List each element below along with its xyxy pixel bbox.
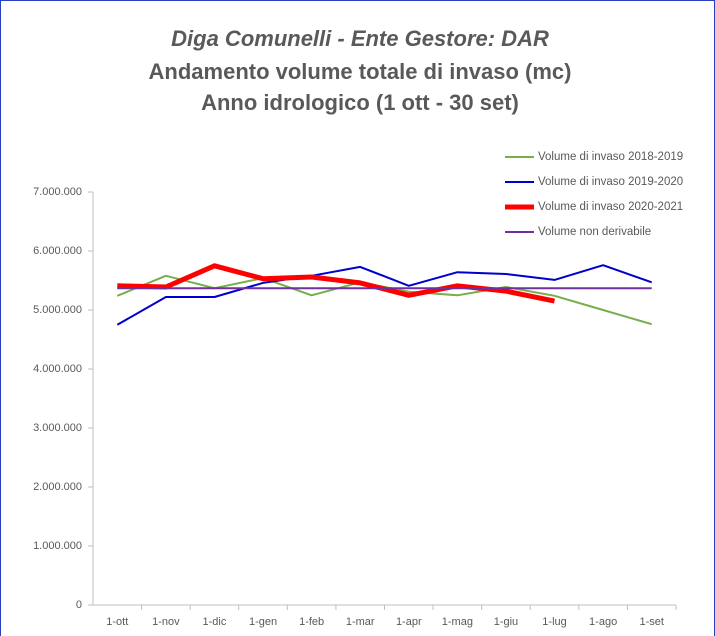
legend-label: Volume di invaso 2019-2020 [538,176,683,188]
x-tick-label: 1-ott [106,616,128,628]
legend-label: Volume non derivabile [538,226,651,238]
x-tick-label: 1-lug [542,616,566,628]
x-tick-label: 1-apr [396,616,422,628]
y-tick-label: 1.000.000 [33,540,82,552]
x-tick-label: 1-gen [249,616,277,628]
x-tick-label: 1-dic [203,616,227,628]
x-tick-label: 1-giu [494,616,518,628]
y-tick-label: 5.000.000 [33,304,82,316]
x-tick-label: 1-feb [299,616,324,628]
y-tick-label: 3.000.000 [33,422,82,434]
x-tick-label: 1-mar [346,616,375,628]
x-tick-label: 1-mag [442,616,473,628]
legend: Volume di invaso 2018-2019 Volume di inva… [505,151,683,238]
series-line [116,264,653,326]
legend-label: Volume di invaso 2020-2021 [538,201,683,213]
chart-subtitle: Andamento volume totale di invaso (mc) [149,59,572,84]
chart-title: Diga Comunelli - Ente Gestore: DAR [171,26,549,51]
y-tick-label: 4.000.000 [33,363,82,375]
y-tick-label: 6.000.000 [33,245,82,257]
x-tick-label: 1-ago [589,616,617,628]
chart-subtitle: Anno idrologico (1 ott - 30 set) [201,90,519,115]
x-tick-label: 1-set [639,616,663,628]
x-tick-label: 1-nov [152,616,180,628]
legend-label: Volume di invaso 2018-2019 [538,151,683,163]
y-tick-label: 7.000.000 [33,186,82,198]
y-tick-label: 0 [76,599,82,611]
y-tick-label: 2.000.000 [33,481,82,493]
